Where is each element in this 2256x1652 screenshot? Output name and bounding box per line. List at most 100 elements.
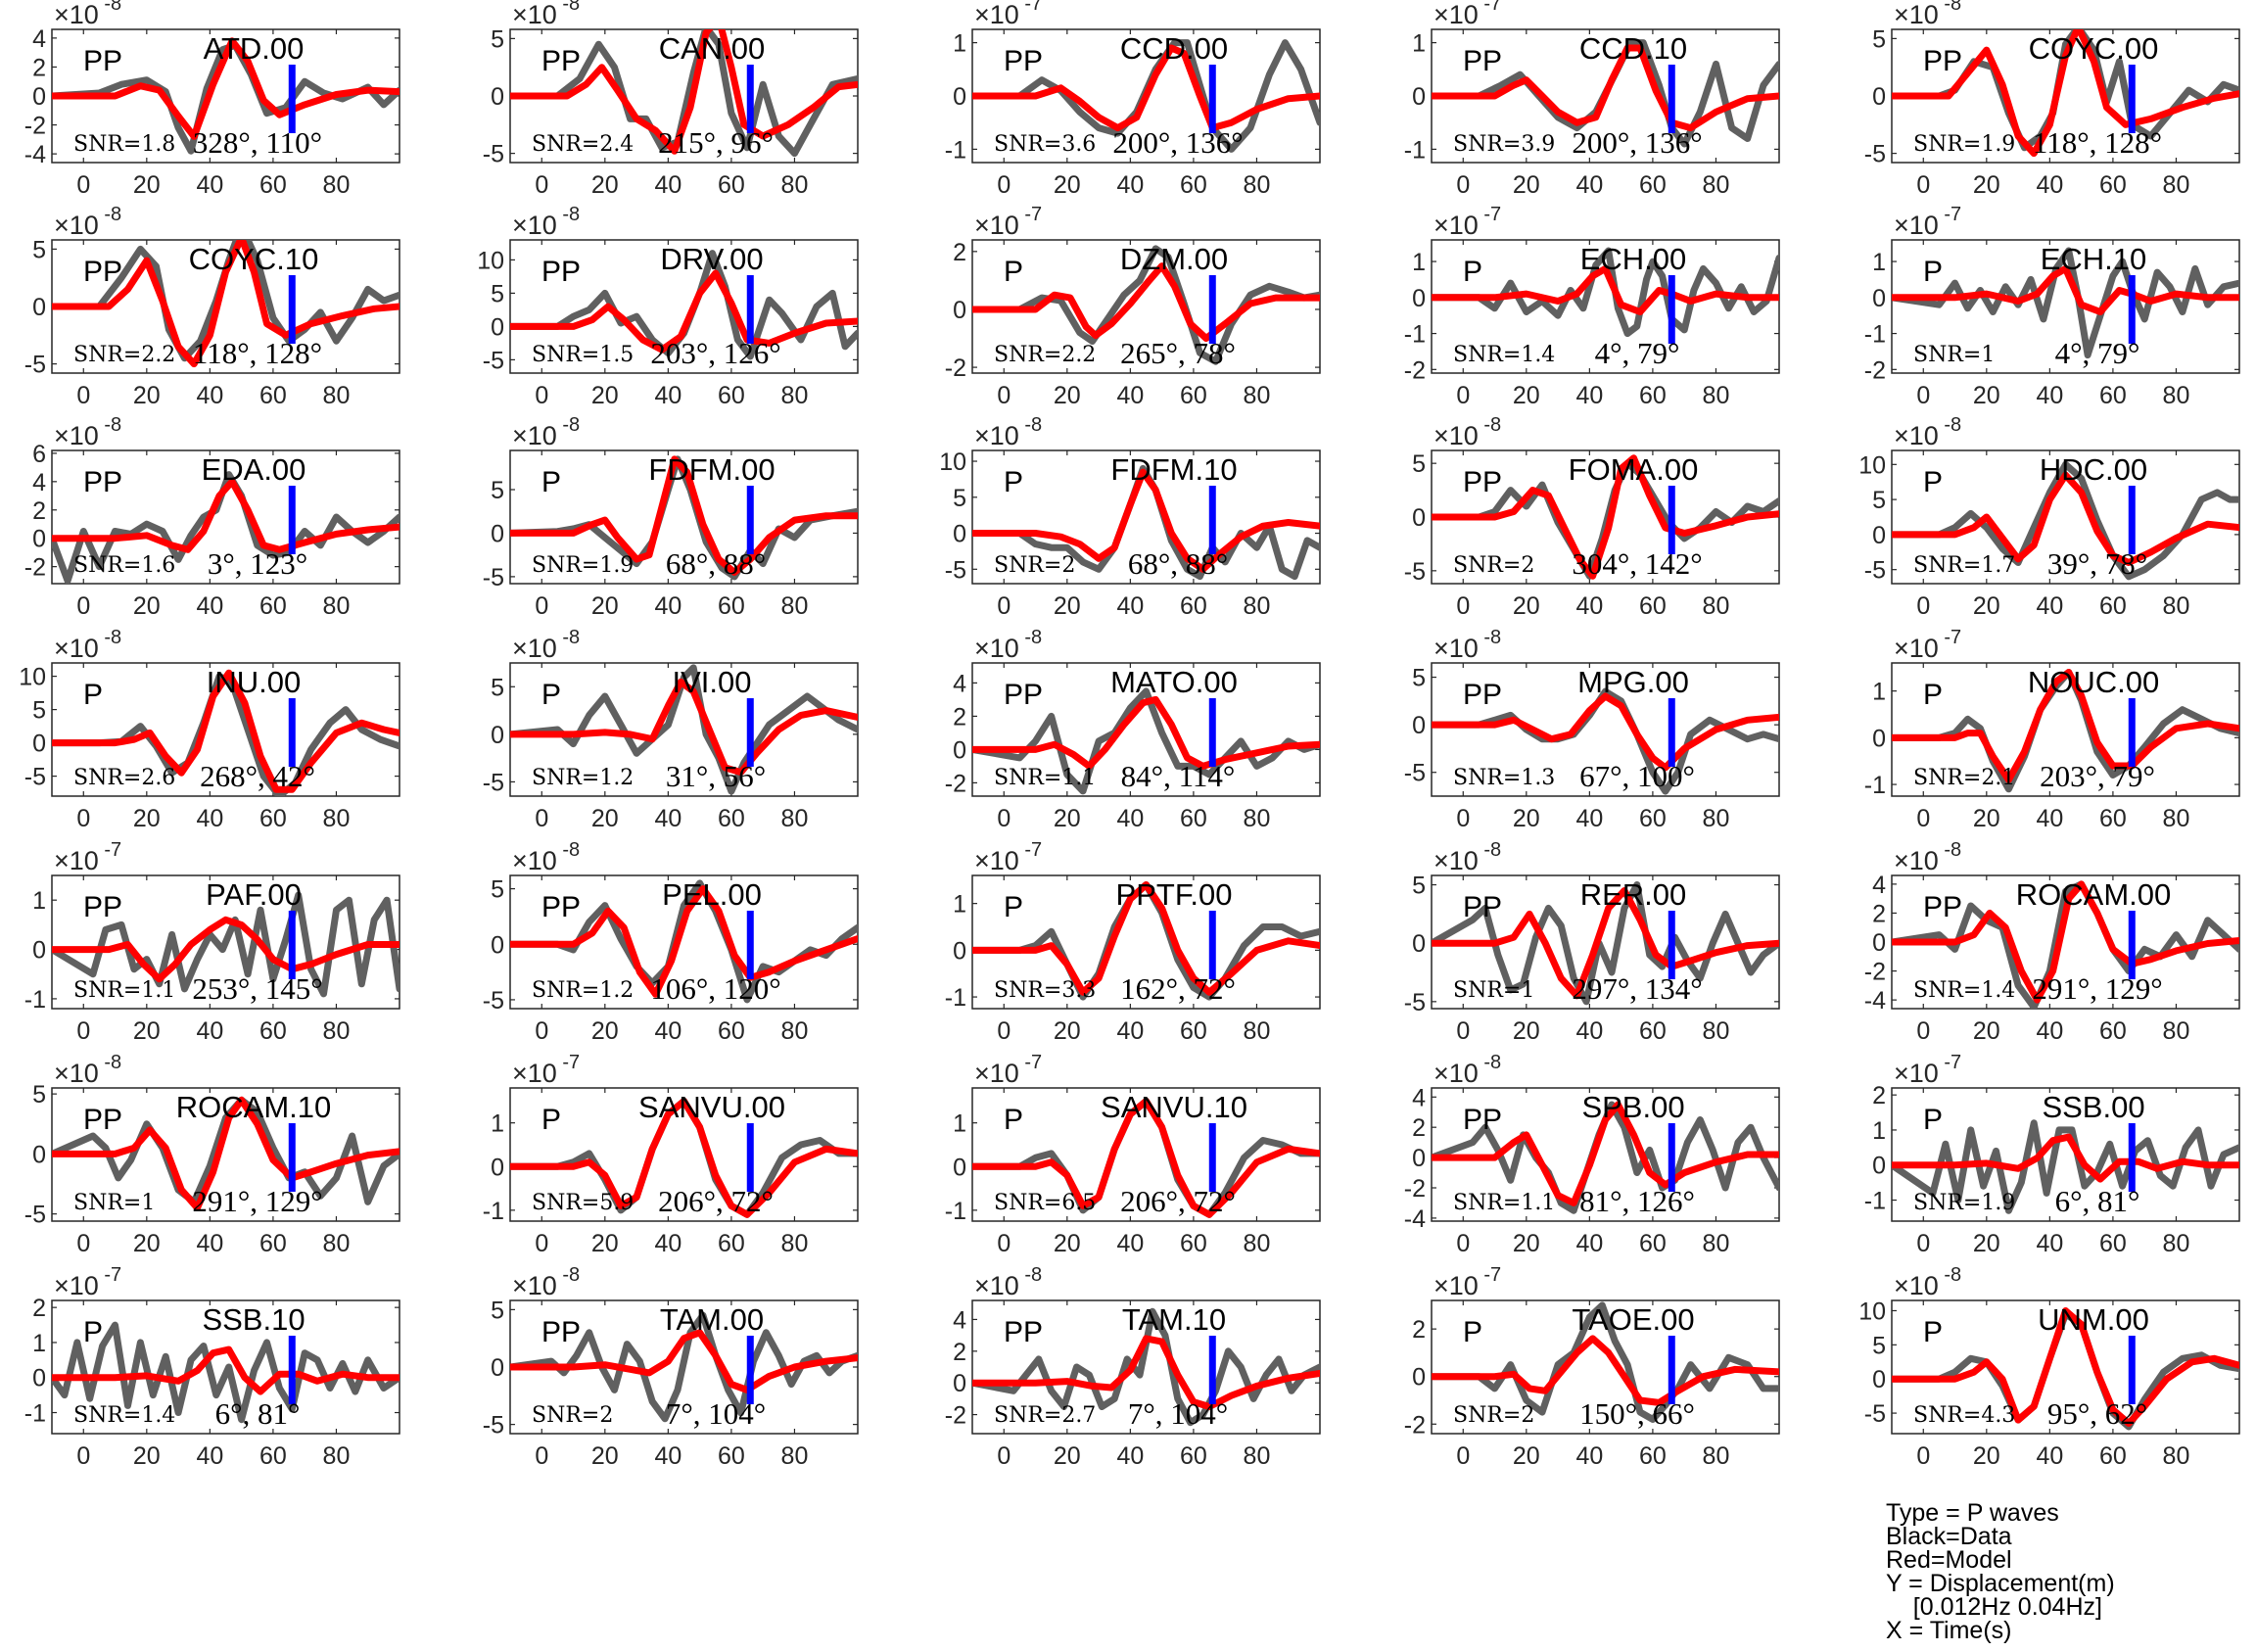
x-tick-label: 60 [2099,805,2127,832]
x-tick-label: 80 [1244,1230,1271,1257]
station-panel: 0 20 40 60 80 1 0 -1 ×10 -7 P PPTF.00 SNR=3.3 162°, … [945,839,1321,1045]
waveforms [510,1097,858,1218]
y-tick-label: 0 [1412,930,1426,958]
snr-label: SNR=5.9 [532,1191,634,1215]
axis-exponent: ×10 -8 [1894,839,1961,875]
x-tick-label: 40 [654,382,682,409]
waveforms [972,1097,1320,1218]
x-tick-label: 80 [1703,1442,1730,1470]
phase-label: PP [83,466,122,498]
snr-label: SNR=1.4 [1913,978,2015,1003]
axis-exponent: ×10 -8 [1434,839,1501,875]
x-tick-label: 0 [535,171,548,199]
legend-line: Y = Displacement(m) [1886,1570,2115,1597]
x-tick-label: 20 [591,805,619,832]
y-tick-label: 0 [953,1154,966,1181]
snr-label: SNR=1.4 [1453,343,1555,367]
phase-label: PP [1004,679,1043,711]
x-tick-label: 40 [196,1230,223,1257]
axis-exponent: ×10 -7 [974,839,1042,875]
y-tick-label: 10 [939,448,966,476]
model-series-line [52,916,400,983]
x-tick-label: 20 [1054,1230,1081,1257]
snr-label: SNR=2.1 [1913,766,2015,790]
phase-label: PP [1923,891,1962,923]
y-tick-label: 0 [491,1354,504,1382]
x-tick-label: 80 [781,1017,809,1045]
waveforms [1892,669,2239,793]
model-series-line [52,478,400,553]
x-tick-label: 80 [2163,171,2190,199]
axis-exponent: ×10 -8 [512,839,580,875]
y-tick-label: -5 [24,764,46,791]
station-panel: 0 20 40 60 80 5 0 -5 ×10 -8 PP RER.00 SNR=1 297°, 13… [1404,839,1780,1045]
x-tick-label: 80 [1244,1442,1271,1470]
y-tick-label: -2 [1404,1411,1426,1439]
x-tick-label: 80 [1703,1017,1730,1045]
x-tick-label: 80 [1703,382,1730,409]
x-tick-label: 0 [997,382,1010,409]
axes-box [971,874,1321,1010]
phase-label: P [1004,466,1023,498]
station-panel: 0 20 40 60 80 2 1 0 -1 ×10 -7 P SSB.10 SNR=1.4 6°, 81… [24,1264,400,1470]
x-tick-label: 40 [1116,1017,1144,1045]
y-tick-label: -5 [483,1412,504,1440]
azimuth-label: 81°, 126° [1579,1184,1695,1218]
x-tick-label: 20 [1054,1017,1081,1045]
y-tick-label: -5 [483,141,504,168]
x-tick-label: 0 [1456,1230,1470,1257]
station-label: UNM.00 [2038,1302,2149,1337]
y-tick-label: 2 [953,239,966,266]
y-tick-label: -4 [1864,987,1886,1015]
station-label: MPG.00 [1577,665,1689,699]
x-tick-label: 60 [1180,382,1207,409]
axis-exponent: ×10 -8 [974,627,1042,663]
x-tick-label: 0 [535,805,548,832]
phase-label: PP [541,1316,581,1348]
snr-label: SNR=2 [1453,553,1534,578]
snr-label: SNR=2.2 [73,343,175,367]
azimuth-label: 200°, 136° [1112,125,1243,160]
waveforms [52,37,400,155]
x-tick-label: 60 [1639,382,1667,409]
station-panel: 0 20 40 60 80 1 0 -1 ×10 -7 PP CCD.00 SNR=3.6 200°, … [945,0,1321,199]
waveforms [1432,39,1779,148]
snr-label: SNR=3.9 [1453,132,1555,157]
axis-exponent: ×10 -7 [974,1052,1042,1088]
y-tick-label: 0 [1872,725,1886,752]
phase-label: P [83,1316,103,1348]
y-tick-label: -1 [1864,321,1886,349]
x-tick-label: 40 [1575,1017,1603,1045]
phase-label: PP [1463,1104,1502,1136]
y-tick-label: -5 [1864,557,1886,585]
y-tick-label: 0 [1872,929,1886,957]
x-tick-label: 40 [1575,171,1603,199]
y-tick-label: 1 [1412,30,1426,58]
x-tick-label: 0 [997,592,1010,620]
snr-label: SNR=1.9 [532,553,634,578]
station-panel: 0 20 40 60 80 10 5 0 -5 ×10 -8 PP DRV.00 SNR=1.5 203°… [477,204,859,409]
y-tick-label: -5 [483,987,504,1015]
x-tick-label: 0 [1916,1017,1930,1045]
axis-exponent: ×10 -8 [1434,627,1501,663]
phase-label: PP [1004,1316,1043,1348]
station-panel: 0 20 40 60 80 5 0 -5 ×10 -8 PP COYC.00 SNR=1.9 118°,… [1864,0,2240,199]
waveforms [1892,247,2239,359]
x-tick-label: 0 [1456,382,1470,409]
x-tick-label: 20 [591,1017,619,1045]
y-tick-label: -2 [945,770,966,797]
station-label: DRV.00 [660,242,763,276]
data-series-line [1432,247,1779,338]
axis-exponent: ×10 -8 [974,1264,1042,1300]
y-tick-label: 0 [953,83,966,111]
axis-exponent: ×10 -7 [1894,1052,1961,1088]
snr-label: SNR=1.1 [1453,1191,1555,1215]
x-tick-label: 20 [133,171,161,199]
y-tick-label: -1 [24,1400,46,1428]
y-tick-label: 5 [491,25,504,53]
y-tick-label: 1 [953,891,966,919]
model-series-line [510,885,858,998]
x-tick-label: 40 [2036,1442,2063,1470]
